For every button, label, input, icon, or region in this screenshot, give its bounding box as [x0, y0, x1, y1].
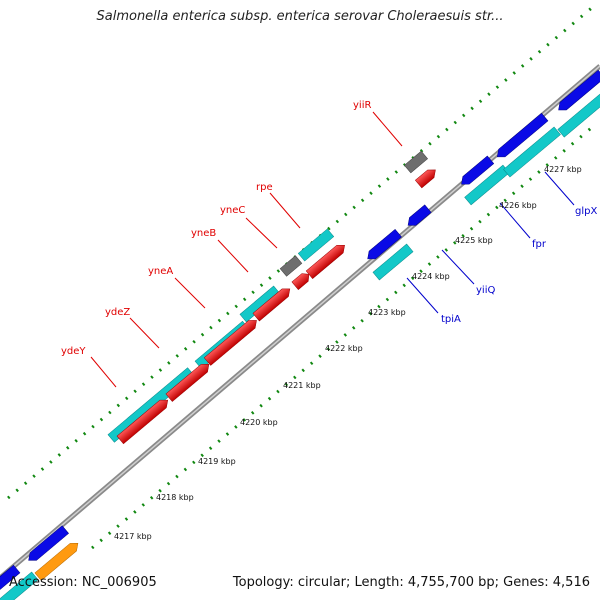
- tick-label-4223: 4223 kbp: [368, 308, 406, 317]
- gene-tpiA-blue[interactable]: [364, 228, 402, 262]
- leader-ydeY: [90, 356, 117, 388]
- gene-glpX[interactable]: [503, 126, 561, 178]
- tick-label-4227: 4227 kbp: [544, 165, 582, 174]
- gene-rpe[interactable]: [297, 228, 335, 262]
- leader-fpr: [499, 202, 531, 239]
- label-rpe: rpe: [256, 182, 273, 193]
- gene-red-1[interactable]: [116, 396, 171, 445]
- tick-label-4219: 4219 kbp: [198, 457, 236, 466]
- gene-red-2[interactable]: [165, 360, 212, 402]
- leader-glpX: [544, 171, 575, 206]
- tick-label-4224: 4224 kbp: [412, 272, 450, 281]
- tick-label-4217: 4217 kbp: [114, 532, 152, 541]
- gene-yneC[interactable]: [279, 255, 303, 277]
- gene-ydeY[interactable]: [107, 367, 195, 443]
- tick-label-4222: 4222 kbp: [325, 344, 363, 353]
- leader-yneC: [245, 217, 278, 249]
- gene-bottom-blue-2[interactable]: [0, 564, 21, 592]
- leader-yneA: [174, 277, 206, 309]
- tick-label-4218: 4218 kbp: [156, 493, 194, 502]
- gene-red-6[interactable]: [305, 241, 348, 279]
- gene-yiiR[interactable]: [404, 150, 428, 174]
- gene-fpr-blue[interactable]: [458, 155, 495, 188]
- leader-ydeZ: [129, 317, 160, 349]
- gene-red-5[interactable]: [291, 270, 312, 290]
- tick-label-4225: 4225 kbp: [455, 236, 493, 245]
- label-yneC: yneC: [220, 205, 245, 216]
- gene-top-cyan[interactable]: [557, 90, 600, 138]
- topology-summary: Topology: circular; Length: 4,755,700 bp…: [232, 575, 590, 590]
- label-glpX: glpX: [575, 206, 597, 217]
- tick-label-4226: 4226 kbp: [499, 201, 537, 210]
- gene-red-3[interactable]: [203, 317, 259, 366]
- label-yiiR: yiiR: [353, 100, 371, 111]
- gene-bottom-orange[interactable]: [34, 539, 81, 581]
- accession-text: Accession: NC_006905: [9, 575, 157, 590]
- label-ydeY: ydeY: [61, 346, 86, 357]
- leader-tpiA: [406, 277, 439, 314]
- leader-rpe: [269, 192, 301, 229]
- label-ydeZ: ydeZ: [105, 307, 130, 318]
- gene-red-4[interactable]: [252, 285, 293, 322]
- map-title: Salmonella enterica subsp. enterica sero…: [96, 9, 504, 24]
- gene-red-7[interactable]: [415, 166, 438, 189]
- gene-glpX-blue[interactable]: [494, 112, 549, 161]
- gene-tpiA[interactable]: [372, 243, 414, 281]
- gene-bottom-cyan[interactable]: [0, 571, 39, 600]
- leader-yiiQ: [441, 249, 475, 285]
- label-yneB: yneB: [191, 228, 216, 239]
- label-yneA: yneA: [148, 266, 173, 277]
- label-yiiQ: yiiQ: [476, 285, 495, 296]
- gene-top-blue[interactable]: [555, 69, 600, 114]
- gene-bottom-blue[interactable]: [25, 525, 69, 565]
- leader-yneB: [217, 239, 249, 273]
- tick-label-4221: 4221 kbp: [283, 381, 321, 390]
- gene-yiiQ[interactable]: [405, 204, 432, 229]
- inner-tick-ruler: [91, 122, 597, 550]
- leader-yiiR: [372, 111, 403, 147]
- label-tpiA: tpiA: [441, 314, 461, 325]
- label-fpr: fpr: [532, 239, 547, 250]
- tick-label-4220: 4220 kbp: [240, 418, 278, 427]
